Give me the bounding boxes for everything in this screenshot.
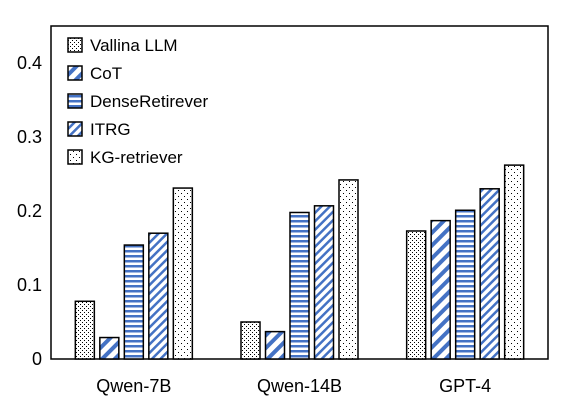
legend-swatch-itrg: [67, 121, 83, 137]
legend-label-cot: CoT: [90, 64, 122, 83]
x-tick-label: Qwen-7B: [96, 376, 171, 396]
bar-vallina-llm-qwen-7b: [74, 300, 96, 360]
y-tick-label: 0: [32, 349, 42, 369]
legend-label-vallina-llm: Vallina LLM: [90, 36, 178, 55]
x-tick-label: GPT-4: [439, 376, 491, 396]
legend-swatch-denseretirever: [67, 93, 83, 109]
bar-cot-qwen-7b: [99, 336, 120, 360]
bar-kg-retriever-qwen-14b: [338, 179, 359, 360]
y-axis-ticks: 0 0.1 0.2 0.3 0.4: [17, 53, 42, 369]
bar-itrg-qwen-14b: [313, 205, 335, 360]
bar-denseretirever-qwen-7b: [123, 244, 145, 360]
bar-cot-qwen-14b: [264, 330, 286, 360]
x-tick-label: Qwen-14B: [257, 376, 342, 396]
bar-itrg-qwen-7b: [148, 232, 169, 360]
x-axis-ticks: Qwen-7B Qwen-14B GPT-4: [96, 376, 491, 396]
legend-swatch-kg-retriever: [67, 149, 83, 165]
bar-kg-retriever-qwen-7b: [172, 187, 194, 360]
bar-cot-gpt-4: [430, 219, 451, 360]
legend-swatch-cot: [67, 65, 83, 81]
y-tick-label: 0.4: [17, 53, 42, 73]
legend-label-denseretirever: DenseRetirever: [90, 92, 208, 111]
bar-itrg-gpt-4: [479, 188, 500, 360]
legend-swatch-vallina-llm: [67, 37, 83, 53]
legend-label-itrg: ITRG: [90, 120, 131, 139]
y-tick-label: 0.1: [17, 275, 42, 295]
bar-denseretirever-gpt-4: [454, 209, 476, 360]
bar-kg-retriever-gpt-4: [503, 164, 525, 360]
bars-group: [74, 164, 525, 360]
bar-vallina-llm-qwen-14b: [240, 321, 261, 360]
legend-label-kg-retriever: KG-retriever: [90, 148, 183, 167]
legend: Vallina LLM CoT DenseRetirever ITRG KG-retri…: [67, 36, 208, 167]
y-tick-label: 0.3: [17, 127, 42, 147]
bar-vallina-llm-gpt-4: [405, 230, 427, 360]
bar-denseretirever-qwen-14b: [289, 211, 310, 360]
y-tick-label: 0.2: [17, 201, 42, 221]
